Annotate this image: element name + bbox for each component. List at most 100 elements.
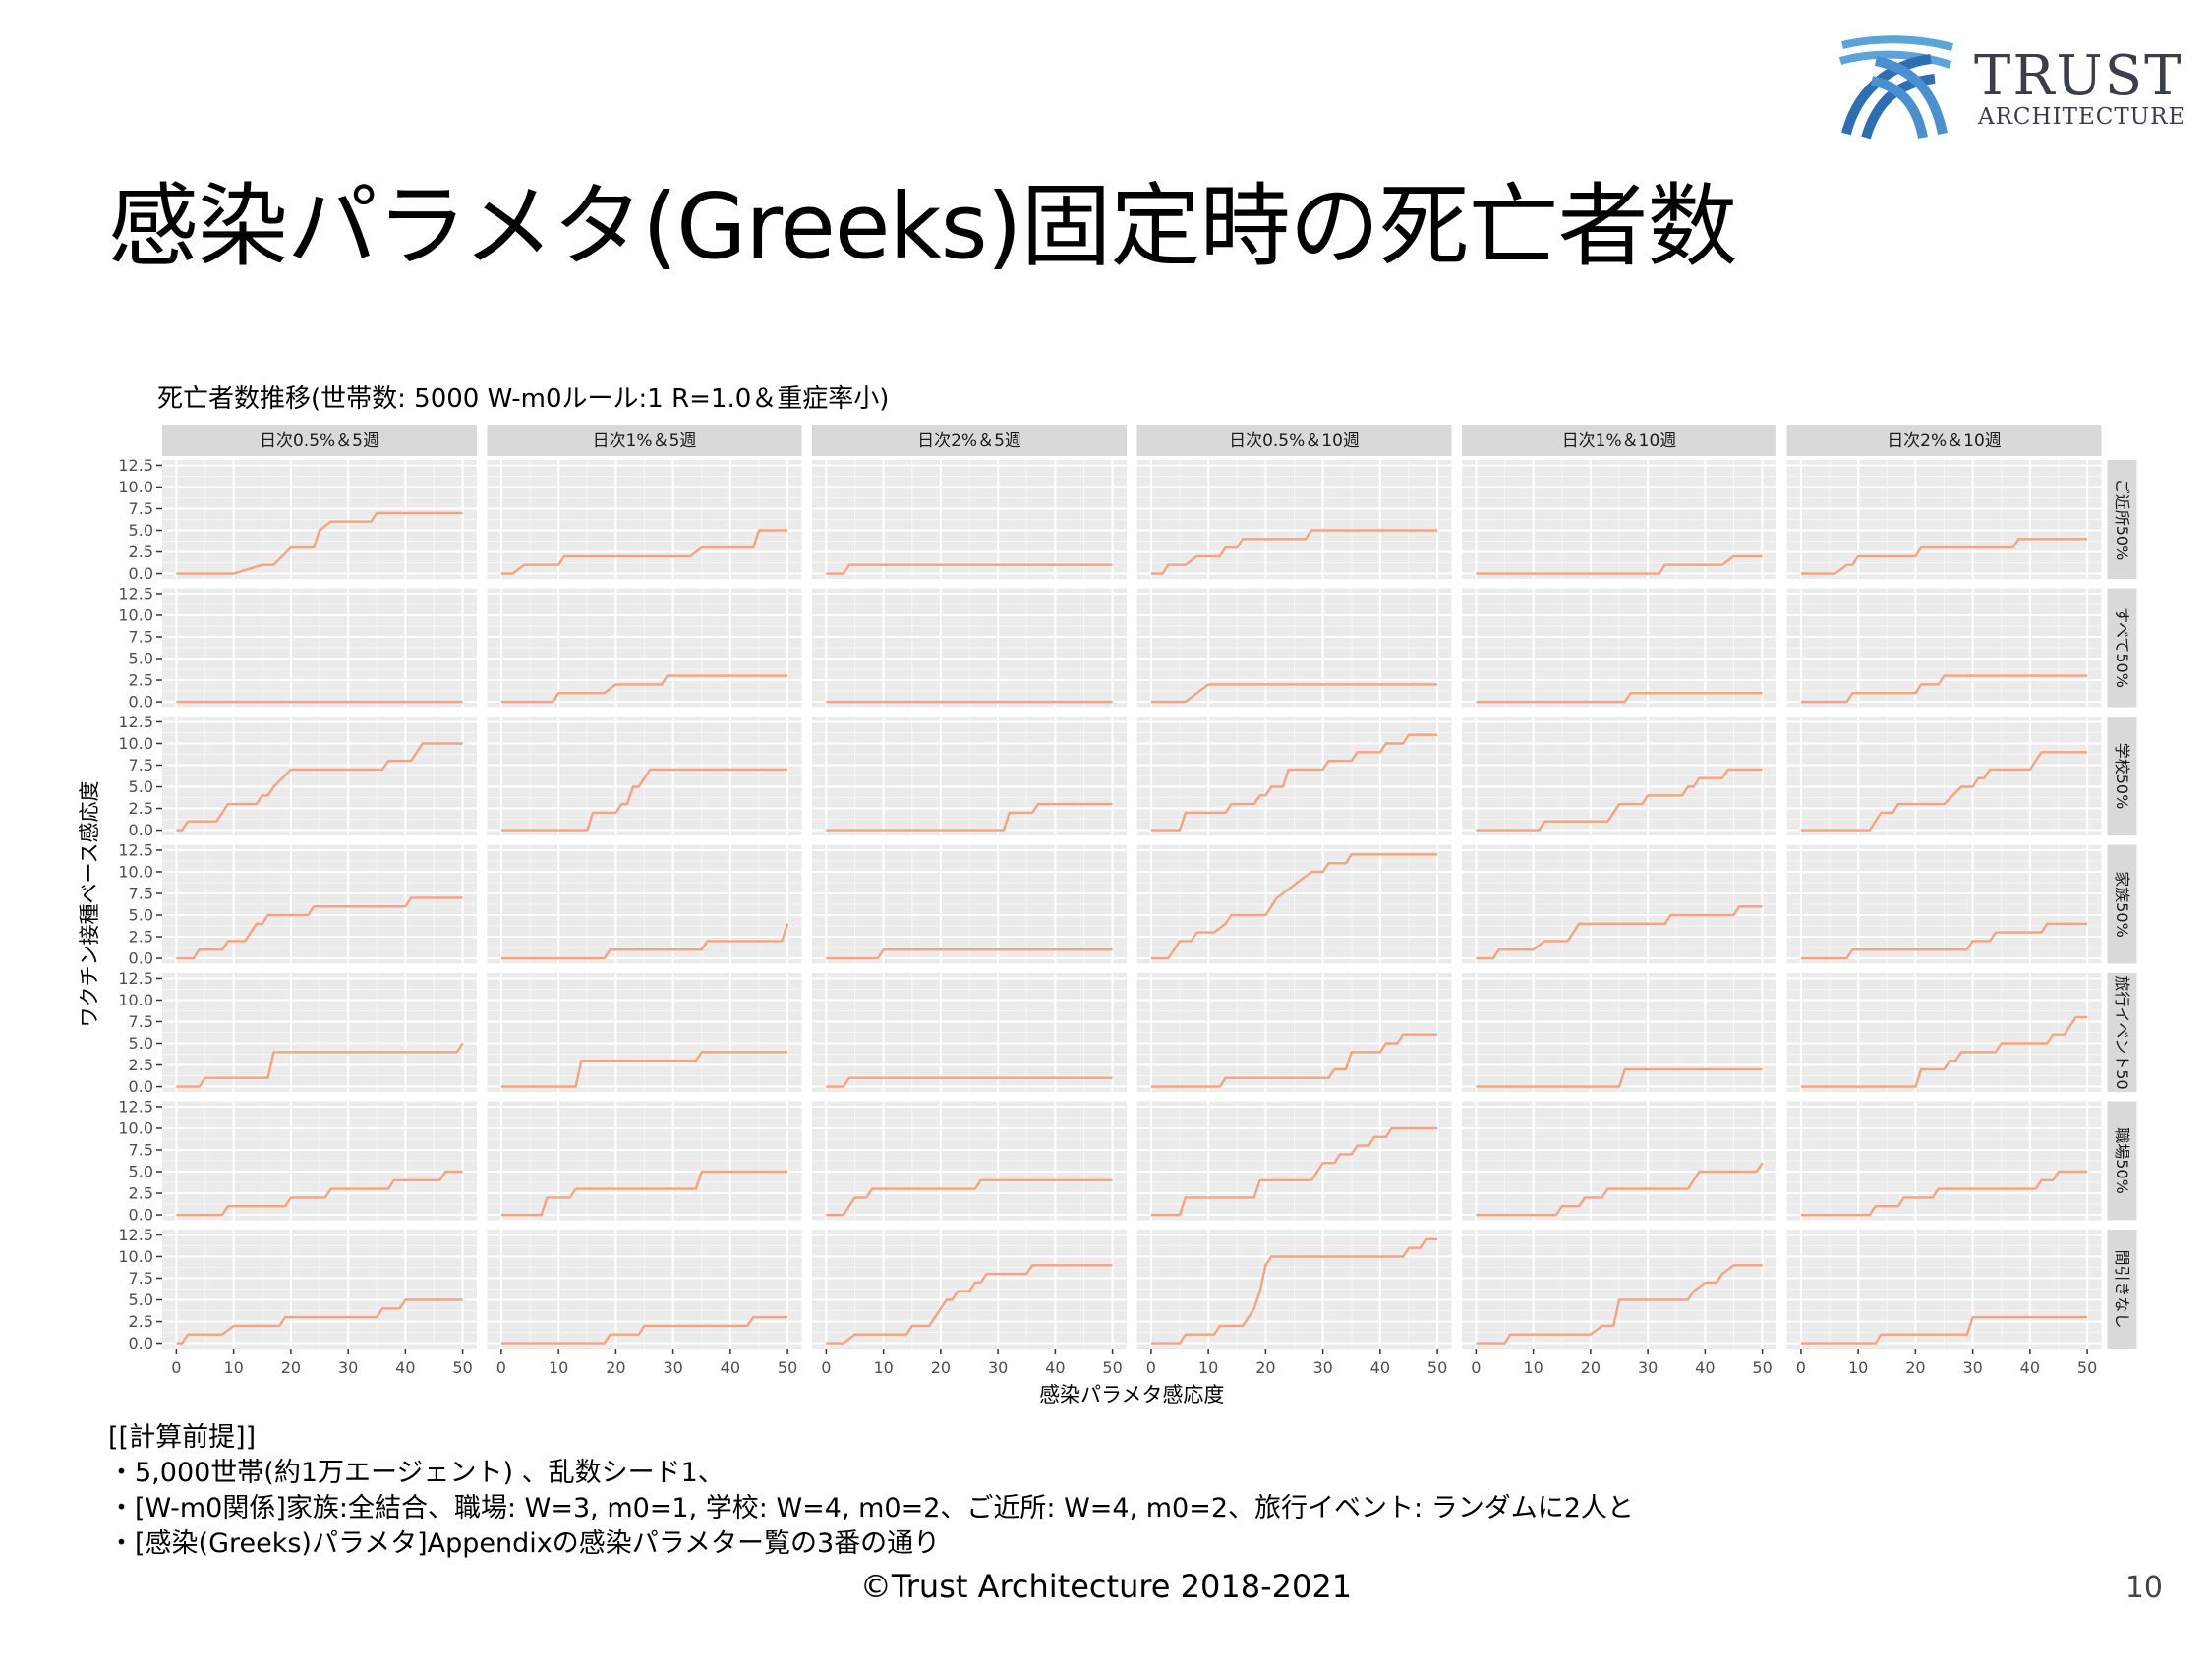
series-line [176, 896, 463, 960]
series-line [500, 1315, 788, 1345]
series-line [826, 948, 1113, 960]
notes-line-2: ・[W-m0関係]家族:全結合、職場: W=3, m0=1, 学校: W=4, … [108, 1493, 1634, 1523]
row-strip-label: すべて50% [2113, 607, 2131, 688]
column-strip [812, 425, 1127, 456]
y-tick-label: 2.5 [129, 671, 153, 690]
y-tick-label: 2.5 [129, 799, 153, 818]
x-tick-label: 50 [2077, 1358, 2097, 1377]
series-line [1800, 922, 2088, 960]
series-line [1800, 1315, 2088, 1345]
series-line [826, 1264, 1113, 1345]
series-line [1150, 1237, 1438, 1345]
series-line [1800, 1170, 2088, 1217]
row-strip [2107, 844, 2137, 964]
logo-text-sub: ARCHITECTURE [1978, 104, 2186, 130]
x-tick-label: 0 [171, 1358, 181, 1377]
x-tick-label: 0 [1471, 1358, 1481, 1377]
series-line [1476, 554, 1763, 575]
series-line [1800, 1015, 2088, 1088]
series-line [500, 674, 788, 704]
y-tick-label: 0.0 [129, 1077, 153, 1096]
y-tick-label: 2.5 [129, 1056, 153, 1074]
series-line [500, 1051, 788, 1088]
x-tick-label: 50 [452, 1358, 472, 1377]
y-tick-label: 5.0 [129, 906, 153, 925]
series-line [1150, 1126, 1438, 1217]
row-strip [2107, 588, 2137, 708]
notes-heading: [[計算前提]] [108, 1422, 257, 1453]
x-tick-label: 20 [281, 1358, 301, 1377]
x-tick-label: 20 [606, 1358, 625, 1377]
x-tick-label: 40 [395, 1358, 415, 1377]
row-strip-label: 間引きなし [2113, 1249, 2131, 1328]
y-tick-label: 10.0 [118, 1247, 153, 1266]
series-line [1150, 1033, 1438, 1088]
column-strip [487, 425, 802, 456]
column-strip-label: 日次1%＆5週 [593, 431, 697, 451]
x-tick-label: 40 [721, 1358, 740, 1377]
y-tick-label: 0.0 [129, 949, 153, 968]
y-tick-label: 0.0 [129, 1206, 153, 1225]
logo-text-main: TRUST [1974, 44, 2183, 108]
series-line [176, 511, 463, 575]
series-line [1150, 733, 1438, 832]
y-tick-label: 5.0 [129, 1291, 153, 1309]
y-tick-label: 10.0 [118, 605, 153, 624]
trust-architecture-logo: TRUST ARCHITECTURE [1836, 35, 2184, 144]
series-line [500, 768, 788, 832]
y-tick-label: 12.5 [118, 1226, 153, 1244]
y-tick-label: 7.5 [129, 499, 153, 518]
series-line [500, 529, 788, 575]
column-strip-label: 日次2%＆5週 [917, 431, 1021, 451]
y-tick-label: 0.0 [129, 1334, 153, 1352]
x-tick-label: 10 [1198, 1358, 1218, 1377]
row-strip [2107, 1101, 2137, 1221]
x-tick-label: 30 [1312, 1358, 1332, 1377]
y-tick-label: 10.0 [118, 862, 153, 881]
x-tick-label: 40 [1045, 1358, 1065, 1377]
y-tick-label: 5.0 [129, 1034, 153, 1053]
column-strip [1136, 425, 1452, 456]
column-strip [162, 425, 477, 456]
y-tick-label: 7.5 [129, 1269, 153, 1288]
column-strip-label: 日次0.5%＆5週 [260, 431, 379, 451]
notes-line-1: ・5,000世帯(約1万エージェント) 、乱数シード1、 [108, 1458, 725, 1488]
y-tick-label: 2.5 [129, 928, 153, 947]
series-line [1476, 692, 1763, 704]
row-strip-label: 学校50% [2113, 743, 2131, 810]
y-tick-label: 12.5 [118, 969, 153, 988]
x-axis-label: 感染パラメタ感応度 [1039, 1383, 1224, 1407]
series-line [1150, 853, 1438, 960]
row-strip [2107, 1230, 2137, 1349]
y-tick-label: 10.0 [118, 734, 153, 753]
y-tick-label: 12.5 [118, 840, 153, 859]
x-tick-label: 30 [1962, 1358, 1982, 1377]
calculation-notes: [[計算前提]] ・5,000世帯(約1万エージェント) 、乱数シード1、 ・[… [108, 1420, 1634, 1562]
y-tick-label: 2.5 [129, 1184, 153, 1203]
x-tick-label: 0 [1796, 1358, 1806, 1377]
series-line [176, 1042, 464, 1088]
column-strip [1786, 425, 2102, 456]
x-tick-label: 30 [338, 1358, 358, 1377]
x-tick-label: 40 [1370, 1358, 1390, 1377]
series-line [176, 1298, 463, 1345]
y-tick-label: 12.5 [118, 456, 153, 475]
y-tick-label: 10.0 [118, 991, 153, 1009]
x-tick-label: 40 [1695, 1358, 1715, 1377]
x-tick-label: 50 [1752, 1358, 1772, 1377]
slide-title: 感染パラメタ(Greeks)固定時の死亡者数 [108, 174, 1738, 279]
y-tick-label: 5.0 [129, 650, 153, 668]
x-tick-label: 20 [1255, 1358, 1275, 1377]
series-line [826, 802, 1113, 832]
y-tick-label: 10.0 [118, 478, 153, 496]
y-tick-label: 5.0 [129, 521, 153, 540]
series-line [1800, 674, 2088, 704]
y-tick-label: 12.5 [118, 584, 153, 603]
row-strip [2107, 973, 2137, 1092]
y-tick-label: 7.5 [129, 1140, 153, 1159]
row-strip-label: ご近所50% [2113, 479, 2131, 561]
series-line [176, 1170, 463, 1217]
row-strip [2107, 460, 2137, 579]
series-line [500, 1170, 788, 1217]
row-strip-label: 家族50% [2113, 871, 2131, 938]
